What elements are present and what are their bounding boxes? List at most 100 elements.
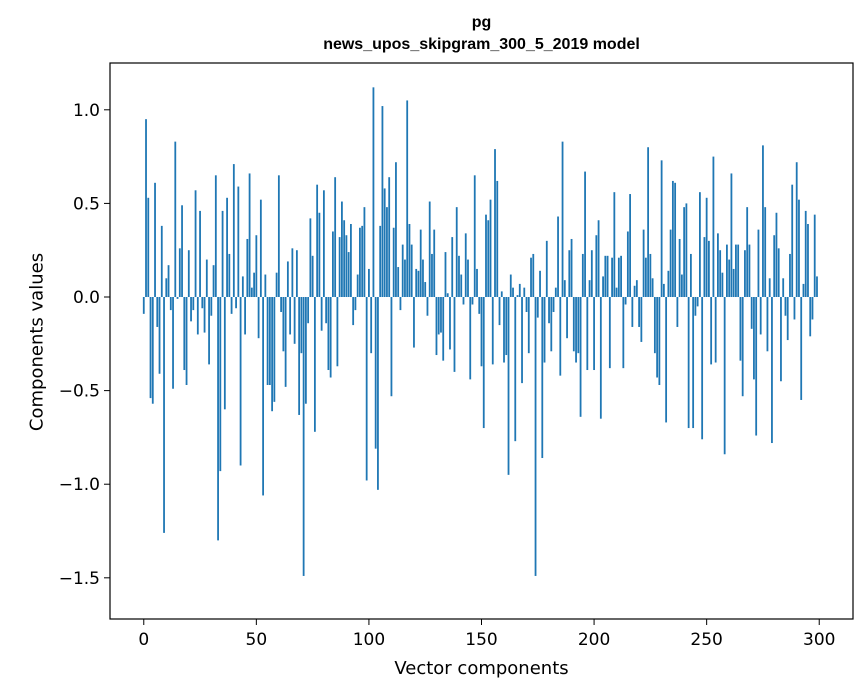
bar (647, 147, 649, 297)
bar (159, 297, 161, 374)
bar (208, 297, 210, 364)
bar (710, 297, 712, 364)
bar (201, 297, 203, 308)
bar (451, 237, 453, 297)
bar (535, 297, 537, 576)
bar (719, 250, 721, 297)
bar (233, 164, 235, 297)
x-tick-label: 50 (246, 630, 268, 650)
bar (413, 297, 415, 348)
y-tick-label: −1.0 (59, 475, 100, 495)
bar (638, 297, 640, 327)
bar (172, 297, 174, 389)
bar (438, 297, 440, 334)
bar (607, 256, 609, 297)
bar (778, 248, 780, 297)
bar (593, 297, 595, 370)
bar (733, 269, 735, 297)
bar (643, 230, 645, 297)
bar (582, 254, 584, 297)
bar (555, 288, 557, 297)
bar (278, 175, 280, 297)
bar (467, 260, 469, 297)
bar (382, 106, 384, 297)
bar (670, 230, 672, 297)
bar (298, 297, 300, 415)
bar (591, 250, 593, 297)
bar (183, 297, 185, 370)
bar (199, 211, 201, 297)
bar (661, 160, 663, 297)
bar (397, 267, 399, 297)
bar (235, 297, 237, 308)
bar (350, 224, 352, 297)
bar (249, 173, 251, 297)
x-tick-label: 0 (138, 630, 149, 650)
bar (255, 235, 257, 297)
bar (282, 297, 284, 351)
bar (296, 250, 298, 297)
y-tick-label: 1.0 (73, 101, 100, 121)
y-tick-label: −0.5 (59, 382, 100, 402)
bar (586, 297, 588, 370)
bar (240, 297, 242, 465)
bar (769, 278, 771, 297)
bar (307, 297, 309, 323)
bar (753, 297, 755, 379)
bar (156, 297, 158, 327)
bar (258, 297, 260, 338)
bar (190, 297, 192, 321)
bar (273, 297, 275, 402)
bar (735, 245, 737, 297)
bar (496, 181, 498, 297)
bar (161, 226, 163, 297)
bar (699, 192, 701, 297)
bar (222, 211, 224, 297)
bar (751, 297, 753, 329)
bar (604, 256, 606, 297)
bar (755, 297, 757, 436)
bar (713, 157, 715, 297)
bar (150, 297, 152, 398)
bar (514, 297, 516, 441)
bar (805, 211, 807, 297)
bar (303, 297, 305, 576)
bar (465, 233, 467, 297)
bar (334, 177, 336, 297)
bar (348, 252, 350, 297)
bar (694, 297, 696, 316)
bar (690, 254, 692, 297)
bar (427, 297, 429, 316)
bar (613, 192, 615, 297)
bar (571, 239, 573, 297)
bar (674, 183, 676, 297)
bar (492, 297, 494, 364)
bar (573, 297, 575, 351)
x-tick-label: 150 (465, 630, 497, 650)
bar (764, 207, 766, 297)
bar (728, 260, 730, 297)
bar (676, 297, 678, 327)
bar (631, 297, 633, 327)
bar (231, 297, 233, 314)
bar (737, 245, 739, 297)
bar (706, 198, 708, 297)
bar (782, 278, 784, 297)
bar (580, 297, 582, 417)
bar (717, 233, 719, 297)
bar (521, 297, 523, 383)
bar (355, 297, 357, 310)
bar (595, 235, 597, 297)
bar (406, 100, 408, 297)
bar (544, 297, 546, 363)
bar (271, 297, 273, 411)
bar (481, 297, 483, 366)
x-axis: 0 50 100 150 200 250 300 (138, 619, 835, 650)
bar (722, 273, 724, 297)
bar (343, 220, 345, 297)
bar (658, 297, 660, 385)
bar (388, 177, 390, 297)
bar (697, 297, 699, 306)
